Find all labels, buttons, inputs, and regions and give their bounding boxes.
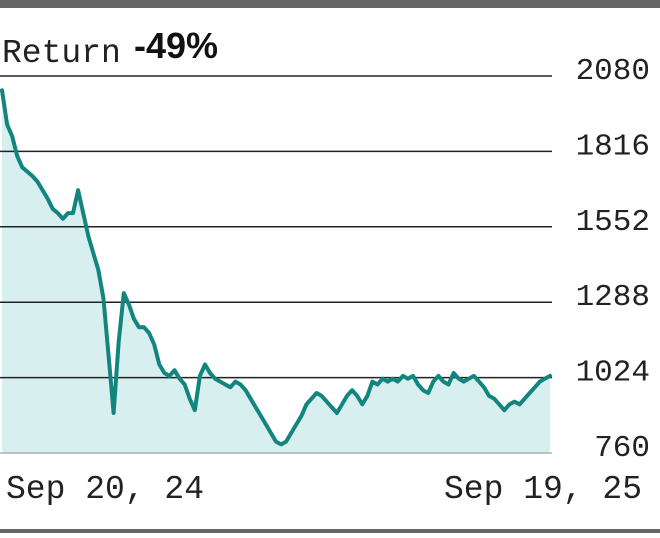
- x-tick-end: Sep 19, 25: [444, 471, 642, 508]
- price-line-series: [0, 88, 552, 447]
- y-tick-label-1552: 1552: [576, 205, 650, 240]
- y-axis-ticks: 2080 1816 1552 1288 1024 760: [576, 54, 650, 466]
- y-tick-label-1816: 1816: [576, 129, 650, 164]
- x-tick-start: Sep 20, 24: [6, 471, 204, 508]
- return-value: -49%: [134, 25, 218, 66]
- y-tick-label-760: 760: [594, 431, 650, 466]
- y-tick-label-1288: 1288: [576, 280, 650, 315]
- y-tick-label-1024: 1024: [576, 356, 650, 391]
- return-label: Return: [2, 35, 121, 72]
- top-border: [0, 0, 660, 8]
- gridlines: [0, 75, 552, 379]
- y-tick-label-2080: 2080: [576, 54, 650, 89]
- bottom-border: [0, 529, 660, 533]
- price-area-fill: [2, 90, 550, 454]
